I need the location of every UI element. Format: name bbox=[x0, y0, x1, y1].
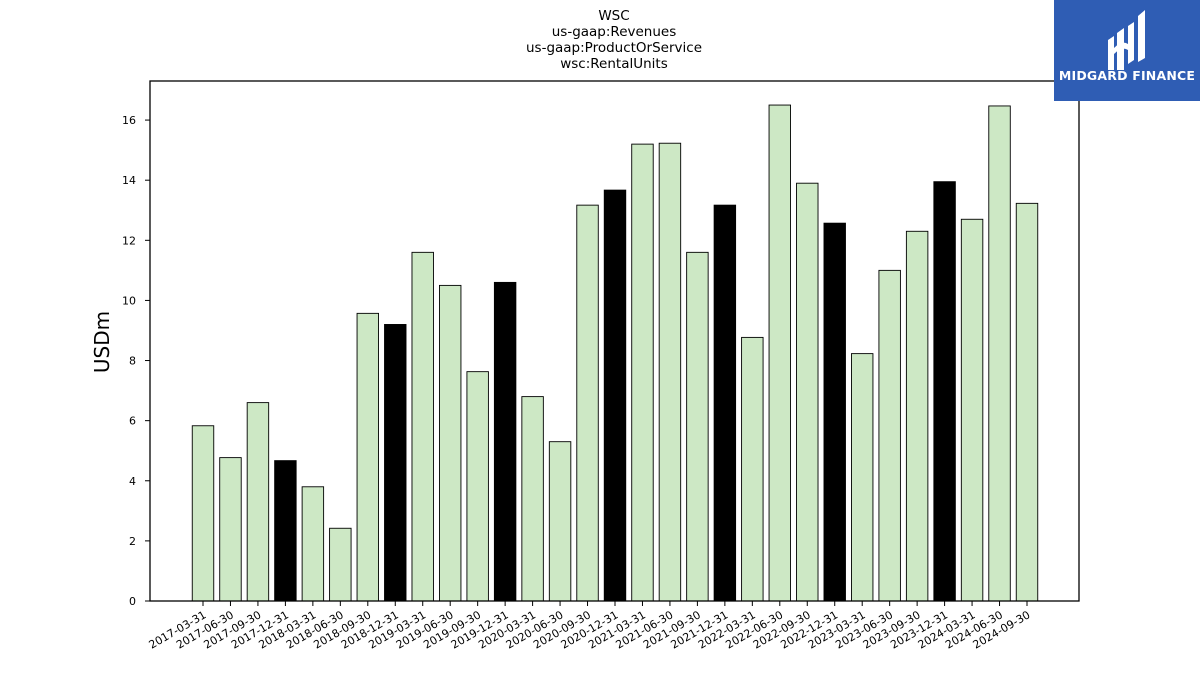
x-axis-ticks: 2017-03-312017-06-302017-09-302017-12-31… bbox=[147, 601, 1033, 652]
bar bbox=[933, 181, 956, 602]
bar bbox=[713, 204, 737, 602]
bars bbox=[191, 104, 1039, 602]
bar bbox=[1015, 202, 1039, 602]
y-tick-label: 6 bbox=[129, 415, 136, 428]
bar bbox=[988, 105, 1011, 602]
bar bbox=[960, 218, 984, 602]
bar bbox=[851, 353, 874, 602]
plot-frame bbox=[149, 80, 1080, 602]
bar bbox=[796, 182, 819, 602]
bar bbox=[439, 284, 462, 602]
bar bbox=[631, 143, 654, 602]
midgard-finance-logo: MIDGARD FINANCE bbox=[1054, 0, 1200, 101]
y-tick-label: 0 bbox=[129, 595, 136, 608]
y-tick-label: 12 bbox=[122, 234, 136, 247]
logo-text: MIDGARD FINANCE bbox=[1058, 68, 1196, 83]
bar bbox=[219, 457, 242, 602]
logo-mark-icon bbox=[1108, 10, 1145, 70]
bar bbox=[878, 269, 901, 602]
chart-title: WSCus-gaap:Revenuesus-gaap:ProductOrServ… bbox=[526, 8, 702, 72]
bar bbox=[576, 204, 599, 602]
bar bbox=[603, 189, 627, 602]
y-tick-label: 16 bbox=[122, 114, 136, 127]
bar bbox=[246, 402, 270, 602]
bar bbox=[741, 336, 764, 602]
y-axis-label: USDm bbox=[90, 311, 114, 373]
bar bbox=[274, 460, 297, 602]
bar bbox=[411, 251, 434, 602]
chart-title-line: us-gaap:Revenues bbox=[552, 24, 677, 40]
bar bbox=[466, 371, 489, 602]
chart-title-line: WSC bbox=[598, 8, 629, 24]
bar bbox=[301, 486, 325, 602]
bar bbox=[521, 396, 544, 602]
bar bbox=[768, 104, 791, 602]
y-tick-label: 10 bbox=[122, 294, 136, 307]
y-tick-label: 8 bbox=[129, 355, 136, 368]
bar bbox=[329, 527, 352, 602]
bar bbox=[191, 425, 215, 602]
bar bbox=[658, 142, 682, 602]
chart-title-line: wsc:RentalUnits bbox=[560, 56, 668, 72]
y-tick-label: 14 bbox=[122, 174, 136, 187]
bar bbox=[493, 281, 517, 602]
y-tick-label: 2 bbox=[129, 535, 136, 548]
chart-title-line: us-gaap:ProductOrService bbox=[526, 40, 702, 56]
y-axis-ticks: 0 2 4 6 8 10 12 14 16 bbox=[122, 114, 150, 608]
bar bbox=[686, 251, 709, 602]
bar bbox=[823, 222, 846, 602]
y-tick-label: 4 bbox=[129, 475, 136, 488]
bar bbox=[356, 312, 379, 602]
bar bbox=[548, 441, 572, 602]
bar bbox=[905, 230, 929, 602]
bar bbox=[384, 324, 407, 602]
